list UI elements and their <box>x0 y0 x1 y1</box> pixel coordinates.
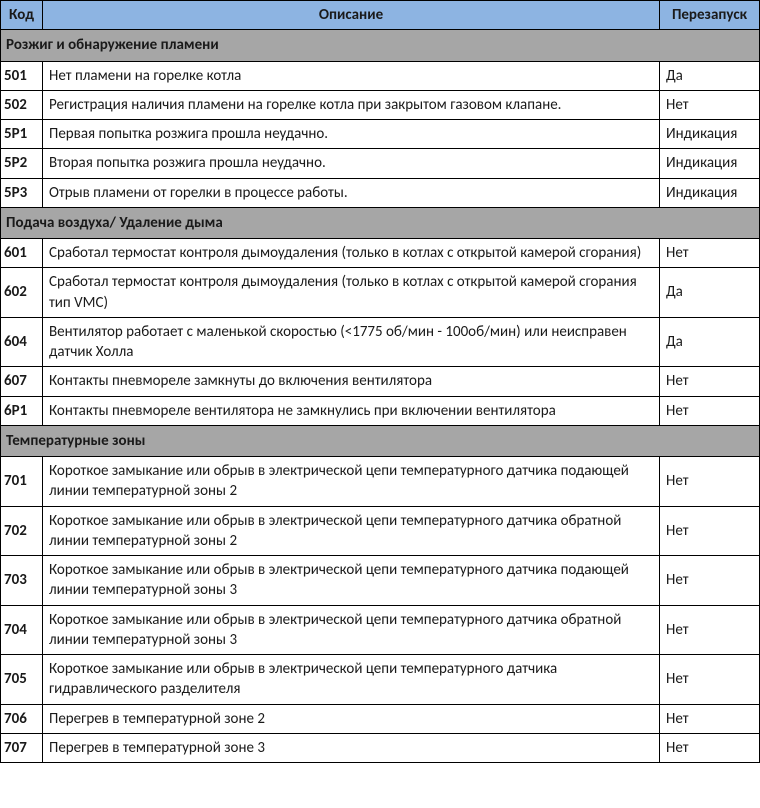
table-row: 607Контакты пневмореле замкнуты до включ… <box>1 367 760 396</box>
header-restart: Перезапуск <box>660 1 760 30</box>
error-codes-table: Код Описание Перезапуск Розжиг и обнаруж… <box>0 0 760 763</box>
cell-code: 5P3 <box>1 178 43 207</box>
table-row: 704Короткое замыкание или обрыв в электр… <box>1 605 760 655</box>
cell-restart: Да <box>660 317 760 367</box>
table-row: 702Короткое замыкание или обрыв в электр… <box>1 506 760 556</box>
cell-description: Сработал термостат контроля дымоудаления… <box>43 239 660 268</box>
cell-code: 604 <box>1 317 43 367</box>
cell-restart: Нет <box>660 704 760 733</box>
cell-restart: Да <box>660 268 760 318</box>
cell-code: 703 <box>1 556 43 606</box>
cell-description: Вентилятор работает с маленькой скорость… <box>43 317 660 367</box>
cell-restart: Нет <box>660 733 760 762</box>
cell-restart: Нет <box>660 396 760 425</box>
cell-restart: Индикация <box>660 178 760 207</box>
cell-description: Короткое замыкание или обрыв в электриче… <box>43 556 660 606</box>
cell-code: 602 <box>1 268 43 318</box>
cell-description: Перегрев в температурной зоне 3 <box>43 733 660 762</box>
section-header: Розжиг и обнаружение пламени <box>1 30 760 61</box>
cell-description: Короткое замыкание или обрыв в электриче… <box>43 605 660 655</box>
header-description: Описание <box>43 1 660 30</box>
table-row: 5P3Отрыв пламени от горелки в процессе р… <box>1 178 760 207</box>
cell-code: 607 <box>1 367 43 396</box>
table-row: 5P2Вторая попытка розжига прошла неудачн… <box>1 149 760 178</box>
table-header-row: Код Описание Перезапуск <box>1 1 760 30</box>
cell-code: 601 <box>1 239 43 268</box>
cell-restart: Нет <box>660 457 760 507</box>
cell-restart: Нет <box>660 605 760 655</box>
cell-description: Короткое замыкание или обрыв в электриче… <box>43 457 660 507</box>
table-row: 602Сработал термостат контроля дымоудале… <box>1 268 760 318</box>
section-title: Розжиг и обнаружение пламени <box>1 30 760 61</box>
section-title: Температурные зоны <box>1 425 760 456</box>
cell-code: 501 <box>1 61 43 90</box>
cell-code: 702 <box>1 506 43 556</box>
cell-code: 5P2 <box>1 149 43 178</box>
cell-code: 704 <box>1 605 43 655</box>
cell-restart: Нет <box>660 506 760 556</box>
cell-description: Контакты пневмореле замкнуты до включени… <box>43 367 660 396</box>
cell-restart: Индикация <box>660 120 760 149</box>
table-row: 706Перегрев в температурной зоне 2Нет <box>1 704 760 733</box>
cell-description: Перегрев в температурной зоне 2 <box>43 704 660 733</box>
section-title: Подача воздуха/ Удаление дыма <box>1 207 760 238</box>
cell-code: 6P1 <box>1 396 43 425</box>
cell-description: Короткое замыкание или обрыв в электриче… <box>43 655 660 705</box>
cell-description: Сработал термостат контроля дымоудаления… <box>43 268 660 318</box>
cell-description: Регистрация наличия пламени на горелке к… <box>43 90 660 119</box>
table-row: 604Вентилятор работает с маленькой скоро… <box>1 317 760 367</box>
cell-code: 701 <box>1 457 43 507</box>
table-row: 601Сработал термостат контроля дымоудале… <box>1 239 760 268</box>
table-row: 701Короткое замыкание или обрыв в электр… <box>1 457 760 507</box>
cell-restart: Нет <box>660 655 760 705</box>
cell-restart: Нет <box>660 90 760 119</box>
cell-code: 707 <box>1 733 43 762</box>
cell-code: 5P1 <box>1 120 43 149</box>
table-row: 5P1Первая попытка розжига прошла неудачн… <box>1 120 760 149</box>
cell-restart: Да <box>660 61 760 90</box>
table-row: 705Короткое замыкание или обрыв в электр… <box>1 655 760 705</box>
cell-code: 705 <box>1 655 43 705</box>
cell-description: Вторая попытка розжига прошла неудачно. <box>43 149 660 178</box>
cell-restart: Нет <box>660 367 760 396</box>
cell-description: Первая попытка розжига прошла неудачно. <box>43 120 660 149</box>
cell-restart: Нет <box>660 556 760 606</box>
cell-description: Короткое замыкание или обрыв в электриче… <box>43 506 660 556</box>
header-code: Код <box>1 1 43 30</box>
cell-code: 502 <box>1 90 43 119</box>
cell-description: Отрыв пламени от горелки в процессе рабо… <box>43 178 660 207</box>
cell-restart: Индикация <box>660 149 760 178</box>
cell-description: Нет пламени на горелке котла <box>43 61 660 90</box>
cell-description: Контакты пневмореле вентилятора не замкн… <box>43 396 660 425</box>
table-row: 502Регистрация наличия пламени на горелк… <box>1 90 760 119</box>
table-row: 6P1Контакты пневмореле вентилятора не за… <box>1 396 760 425</box>
cell-code: 706 <box>1 704 43 733</box>
table-row: 703Короткое замыкание или обрыв в электр… <box>1 556 760 606</box>
section-header: Подача воздуха/ Удаление дыма <box>1 207 760 238</box>
cell-restart: Нет <box>660 239 760 268</box>
section-header: Температурные зоны <box>1 425 760 456</box>
table-row: 707Перегрев в температурной зоне 3Нет <box>1 733 760 762</box>
table-row: 501Нет пламени на горелке котлаДа <box>1 61 760 90</box>
